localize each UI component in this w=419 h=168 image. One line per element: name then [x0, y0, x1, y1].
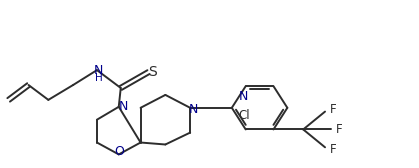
- Text: F: F: [330, 103, 336, 116]
- Text: H: H: [95, 73, 103, 83]
- Text: S: S: [148, 65, 157, 79]
- Text: Cl: Cl: [238, 109, 250, 122]
- Text: N: N: [119, 100, 128, 113]
- Text: N: N: [94, 64, 103, 77]
- Text: O: O: [114, 145, 124, 158]
- Text: N: N: [239, 90, 248, 103]
- Text: F: F: [330, 143, 336, 156]
- Text: N: N: [189, 103, 198, 116]
- Text: F: F: [336, 123, 342, 136]
